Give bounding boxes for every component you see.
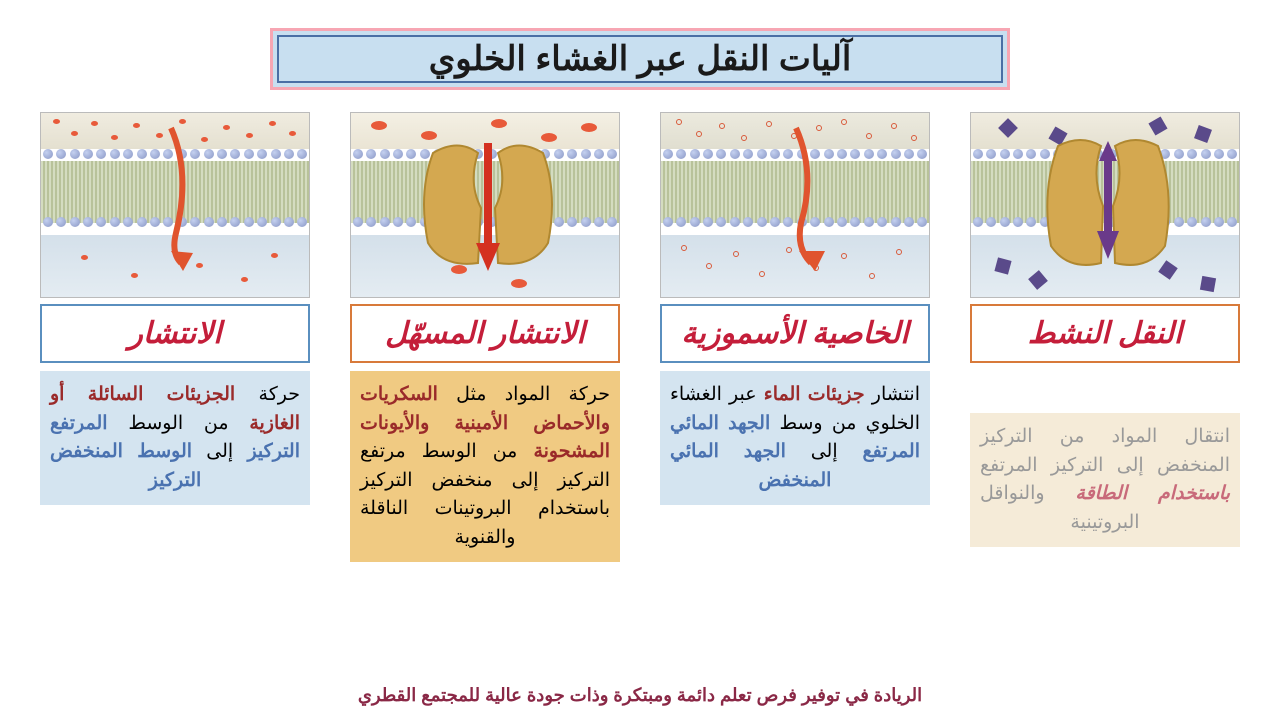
- panel-osmosis: الخاصية الأسموزية انتشار جزيئات الماء عب…: [660, 112, 930, 562]
- membrane-diagram-active: [970, 112, 1240, 298]
- label-diffusion: الانتشار: [40, 304, 310, 363]
- panel-facilitated: الانتشار المسهّل حركة المواد مثل السكريا…: [350, 112, 620, 562]
- desc-facilitated: حركة المواد مثل السكريات والأحماض الأمين…: [350, 371, 620, 562]
- label-facilitated: الانتشار المسهّل: [350, 304, 620, 363]
- arrow-icon: [141, 123, 221, 283]
- arrow-icon: [1095, 141, 1121, 261]
- membrane-diagram-osmosis: [660, 112, 930, 298]
- membrane-diagram-diffusion: [40, 112, 310, 298]
- label-active: النقل النشط: [970, 304, 1240, 363]
- footer-text: الريادة في توفير فرص تعلم دائمة ومبتكرة …: [0, 685, 1280, 706]
- arrow-icon: [771, 123, 851, 283]
- panels-row: الانتشار حركة الجزيئات السائلة أو الغازي…: [40, 112, 1240, 562]
- desc-diffusion: حركة الجزيئات السائلة أو الغازية من الوس…: [40, 371, 310, 505]
- desc-osmosis: انتشار جزيئات الماء عبر الغشاء الخلوي من…: [660, 371, 930, 505]
- panel-diffusion: الانتشار حركة الجزيئات السائلة أو الغازي…: [40, 112, 310, 562]
- label-osmosis: الخاصية الأسموزية: [660, 304, 930, 363]
- membrane-diagram-facilitated: [350, 112, 620, 298]
- arrow-icon: [476, 143, 500, 273]
- desc-active: انتقال المواد من التركيز المنخفض إلى الت…: [970, 413, 1240, 547]
- panel-active: النقل النشط انتقال المواد من التركيز الم…: [970, 112, 1240, 562]
- main-title: آليات النقل عبر الغشاء الخلوي: [270, 28, 1010, 90]
